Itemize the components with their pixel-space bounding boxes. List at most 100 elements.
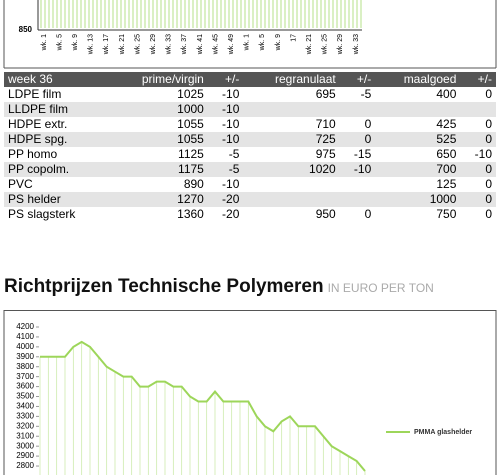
table-cell: LDPE film — [8, 87, 62, 101]
x-tick-label: wk. 13 — [88, 34, 95, 55]
table-cell: -10 — [207, 132, 244, 147]
table-cell: 1125 — [178, 147, 204, 161]
x-tick-label: wk. 9 — [275, 34, 282, 51]
table-row: PS slagsterk 1360 -20 950 0 750 0 — [4, 207, 496, 222]
table-cell: -20 — [207, 192, 244, 207]
table-row: PS helder 1270 -20 1000 0 — [4, 192, 496, 207]
y-tick-label: 4100 — [16, 332, 34, 341]
y-tick-label: 3800 — [16, 362, 34, 371]
table-cell: 975 — [315, 147, 336, 161]
table-cell: HDPE extr. — [8, 117, 68, 131]
table-cell: 1055 — [177, 117, 204, 131]
x-tick-label: wk. 41 — [197, 34, 204, 55]
frame — [3, 310, 497, 475]
x-tick-label: wk. 21 — [119, 34, 126, 55]
y-tick-label: 3500 — [16, 392, 34, 401]
x-tick-label: wk. 1 — [41, 34, 48, 51]
y-tick-label: 3900 — [16, 352, 34, 361]
y-tick-label: 4000 — [16, 342, 34, 351]
table-cell: 710 — [315, 117, 336, 131]
table-cell: 0 — [485, 177, 492, 191]
table-cell: -15 — [353, 147, 372, 161]
table-cell: 1000 — [375, 192, 461, 207]
data-line — [40, 340, 366, 472]
table-cell: PP copolm. — [4, 162, 110, 177]
x-tick-label: wk. 25 — [322, 34, 329, 55]
table-row: week 36 prime/virgin +/- regranulaat +/- maal… — [4, 72, 496, 87]
section-title: Richtprijzen Technische Polymeren — [4, 276, 324, 297]
x-tick-label: 17 — [290, 34, 297, 42]
table-cell: 1000 — [109, 102, 208, 117]
table-cell: -20 — [222, 207, 240, 221]
x-tick-label: wk. 49 — [228, 34, 235, 55]
y-tick-label: 2800 — [16, 461, 34, 470]
y-tick-label: 2900 — [16, 451, 34, 460]
price-table: week 36 prime/virgin +/- regranulaat +/- maal… — [4, 72, 496, 222]
y-tick-label: 3700 — [16, 372, 34, 381]
table-cell: 525 — [375, 132, 461, 147]
table-cell: regranulaat — [243, 72, 340, 87]
table-row: PVC 890 -10 125 0 — [4, 177, 496, 192]
table-cell: 1270 — [109, 192, 208, 207]
table-row: PP copolm. 1175 -5 1020 -10 700 0 — [4, 162, 496, 177]
table-row: HDPE extr. 1055 -10 710 0 425 0 — [4, 117, 496, 132]
table-cell: 1175 — [109, 162, 208, 177]
top-chart: 850 wk. 1 wk. 5 wk. 9 wk. 13 wk. 17 wk. 21 wk. … — [3, 0, 497, 69]
table-cell: -5 — [360, 87, 372, 101]
section-heading: Richtprijzen Technische Polymeren IN EURO… — [4, 276, 434, 298]
table-cell: 950 — [315, 207, 336, 221]
section-subtitle: IN EURO PER TON — [327, 281, 434, 295]
table-cell: 425 — [436, 117, 457, 131]
x-tick-label: wk. 25 — [134, 34, 141, 55]
table-cell: PP homo — [8, 147, 58, 161]
table-cell: 1025 — [177, 87, 204, 101]
table-cell: week 36 — [4, 72, 110, 87]
table-cell: 1020 — [243, 162, 340, 177]
x-tick-label: wk. 37 — [181, 34, 188, 55]
table-cell: -10 — [207, 102, 244, 117]
table-cell: 0 — [364, 117, 372, 131]
table-cell: 0 — [460, 162, 496, 177]
table-cell: -10 — [474, 147, 492, 161]
y-tick-label: 3300 — [16, 411, 34, 420]
y-tick-label: 3400 — [16, 402, 34, 411]
y-tick-label: 3600 — [16, 382, 34, 391]
x-tick-label: wk. 5 — [56, 34, 63, 51]
x-tick-label: wk. 9 — [72, 34, 79, 51]
table-cell: 0 — [339, 132, 376, 147]
table-cell: -10 — [222, 117, 240, 131]
pmma-chart: 2800290030003100320033003400350036003700… — [3, 310, 497, 475]
table-cell: -5 — [207, 162, 244, 177]
table-cell: 700 — [375, 162, 461, 177]
table-cell — [339, 102, 376, 117]
table-cell: HDPE spg. — [4, 132, 110, 147]
table-cell: 695 — [315, 87, 336, 101]
table-cell: PS slagsterk — [8, 207, 76, 221]
table-cell — [340, 177, 376, 192]
table-row: LLDPE film 1000 -10 — [4, 102, 496, 117]
table-cell: 1360 — [177, 207, 204, 221]
table-cell: 650 — [436, 147, 457, 161]
table-cell: +/- — [460, 72, 496, 87]
x-tick-label: wk. 45 — [212, 34, 219, 55]
table-cell: 400 — [436, 87, 457, 101]
y-tick-label: 3000 — [16, 441, 34, 450]
table-row: PP homo 1125 -5 975 -15 650 -10 — [4, 147, 496, 162]
table-cell: -5 — [228, 147, 240, 161]
table-cell — [339, 192, 376, 207]
table-cell: PVC — [8, 177, 33, 191]
y-tick-label: 3200 — [16, 421, 34, 430]
table-cell: 890 — [183, 177, 204, 191]
table-cell — [243, 177, 339, 192]
table-cell: -10 — [339, 162, 376, 177]
table-cell: 0 — [364, 207, 372, 221]
table-cell: 0 — [460, 192, 496, 207]
table-cell: maalgoed — [375, 72, 461, 87]
table-cell: 0 — [460, 132, 496, 147]
x-tick-label: wk. 33 — [166, 34, 173, 55]
table-cell: 0 — [485, 87, 492, 101]
x-tick-label: wk. 17 — [103, 34, 110, 55]
table-cell: PS helder — [4, 192, 110, 207]
table-cell: 0 — [485, 117, 492, 131]
table-cell: -10 — [222, 177, 240, 191]
